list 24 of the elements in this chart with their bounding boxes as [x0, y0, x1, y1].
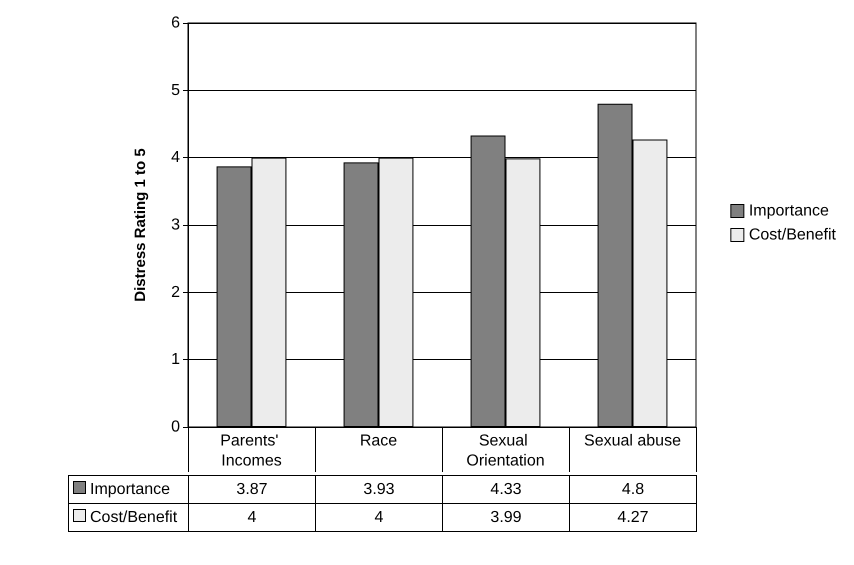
data-label: 4 — [316, 504, 442, 532]
legend-label: Importance — [68, 476, 188, 504]
data-label: 4.27 — [570, 504, 696, 532]
y-tick-label: 0 — [171, 418, 180, 436]
y-tick-label: 4 — [171, 149, 180, 166]
y-tick-label: 1 — [171, 351, 180, 368]
data-label: 3.87 — [188, 476, 316, 504]
x-tick-label: Sexual Orientation — [466, 432, 545, 470]
y-tick-label: 6 — [171, 14, 180, 32]
y-tick-label: 2 — [171, 284, 180, 301]
x-tick-label: Parents' Incomes — [220, 432, 283, 470]
text: Importance — [748, 202, 829, 220]
text: Cost/Benefit — [90, 508, 178, 526]
y-axis-title: Distress Rating 1 to 5 — [132, 148, 149, 302]
data-label: 4.8 — [570, 476, 696, 504]
data-label: 4 — [188, 504, 316, 532]
y-tick-label: 3 — [171, 216, 180, 234]
data-label: 4.33 — [442, 476, 570, 504]
x-tick-label: Sexual abuse — [584, 432, 682, 450]
data-label: 3.93 — [316, 476, 442, 504]
legend-label: Cost/Benefit — [748, 226, 837, 244]
y-tick-label: 5 — [171, 82, 180, 99]
data-label: 3.99 — [442, 504, 570, 532]
x-tick-label: Race — [360, 432, 398, 450]
